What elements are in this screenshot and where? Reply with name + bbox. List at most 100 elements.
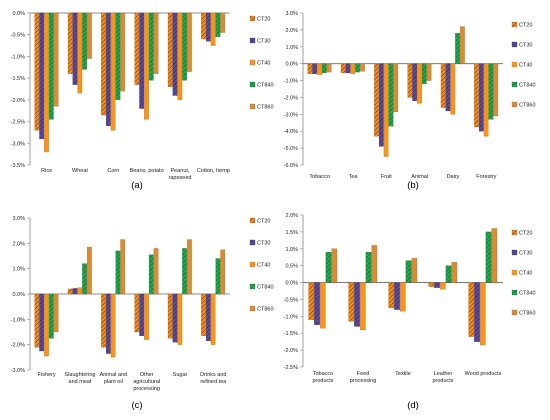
bar-ct30-5 xyxy=(172,12,178,96)
category-label: Animal and plant oil xyxy=(100,372,128,385)
legend-swatch-ct40 xyxy=(249,59,256,66)
bar-ct30-2 xyxy=(72,12,78,85)
panel-label: (d) xyxy=(407,400,419,411)
category-label: Animal xyxy=(411,174,428,180)
bar-ct40-1 xyxy=(317,63,322,75)
legend-swatch-ct860 xyxy=(249,305,256,312)
bar-ct860-1 xyxy=(53,293,59,333)
category-label: Dairy xyxy=(447,174,460,180)
bar-ct840-2 xyxy=(355,63,360,73)
bar-ct30-3 xyxy=(105,12,111,127)
bar-ct40-2 xyxy=(77,12,83,94)
bar-ct840-1 xyxy=(48,293,54,339)
bar-ct20-2 xyxy=(348,282,355,322)
bar-ct860-4 xyxy=(153,248,159,295)
y-tick-label: 1.0% xyxy=(285,247,298,253)
legend-label-ct20: CT20 xyxy=(257,219,270,225)
bar-ct30-4 xyxy=(139,293,145,336)
bar-ct40-1 xyxy=(44,293,49,357)
bar-ct40-3 xyxy=(399,282,406,312)
bar-ct840-3 xyxy=(405,260,412,283)
panel-label: (c) xyxy=(131,400,142,411)
bar-ct40-4 xyxy=(144,12,149,120)
legend-label-ct860: CT860 xyxy=(257,307,274,313)
category-label: Sugar xyxy=(173,372,188,378)
bar-ct30-1 xyxy=(314,282,320,325)
bar-ct30-2 xyxy=(354,282,360,327)
bar-ct860-2 xyxy=(360,63,365,72)
category-label: Peanut, rapeseed xyxy=(169,168,192,181)
bar-ct20-6 xyxy=(474,63,479,128)
bar-ct860-5 xyxy=(460,26,465,64)
bar-ct30-4 xyxy=(412,63,418,101)
legend-label-ct30: CT30 xyxy=(519,43,532,49)
bar-ct40-1 xyxy=(44,12,49,153)
y-tick-label: -1.5% xyxy=(284,331,298,337)
bar-ct860-5 xyxy=(187,12,192,72)
category-label: Textile xyxy=(395,371,411,377)
bar-ct860-2 xyxy=(371,245,378,283)
legend-label-ct860: CT860 xyxy=(257,105,274,111)
category-label: Feed processing xyxy=(350,371,377,384)
bar-ct40-2 xyxy=(350,63,356,74)
bar-ct40-6 xyxy=(210,12,216,46)
bar-ct30-5 xyxy=(172,293,178,343)
bar-ct840-1 xyxy=(48,12,54,120)
category-label: Leather products xyxy=(432,371,453,384)
legend-label-ct20: CT20 xyxy=(519,23,532,29)
bar-ct20-1 xyxy=(308,282,315,320)
y-tick-label: -0.5% xyxy=(284,297,298,303)
y-tick-label: 1.5% xyxy=(285,230,298,236)
bar-ct40-6 xyxy=(483,63,489,137)
bar-ct840-3 xyxy=(388,63,394,127)
bar-ct40-3 xyxy=(110,293,116,358)
legend-label-ct20: CT20 xyxy=(519,231,532,237)
bar-ct40-3 xyxy=(383,63,389,157)
chart-panel-3: 3.0% 2.0% 1.0% 0.0% -1.0% -2.0% -3.0% Fishery Sl… xyxy=(11,216,274,411)
bar-ct860-3 xyxy=(120,12,126,92)
legend-label-ct840: CT840 xyxy=(257,83,274,89)
bar-ct20-4 xyxy=(134,293,140,333)
y-tick-label: 1.0% xyxy=(12,267,25,273)
bar-ct40-2 xyxy=(359,282,366,330)
bar-ct40-4 xyxy=(439,282,446,290)
bar-ct860-1 xyxy=(331,248,338,283)
bar-ct840-2 xyxy=(82,12,87,70)
y-tick-label: 2.0% xyxy=(285,28,298,34)
legend-swatch-ct20 xyxy=(511,229,518,236)
legend-swatch-ct20 xyxy=(511,21,518,28)
y-tick-label: 3.0% xyxy=(12,216,25,222)
legend-label-ct840: CT840 xyxy=(519,291,536,297)
legend-swatch-ct860 xyxy=(511,309,518,316)
y-tick-label: -4.0% xyxy=(284,129,298,135)
bar-ct840-4 xyxy=(148,12,154,81)
y-tick-label: -3.0% xyxy=(11,368,25,374)
y-tick-label: -2.0% xyxy=(284,348,298,354)
bar-ct20-3 xyxy=(101,293,106,348)
bar-ct30-6 xyxy=(205,12,211,42)
legend-label-ct860: CT860 xyxy=(519,103,536,109)
legend-label-ct30: CT30 xyxy=(257,39,270,45)
legend-swatch-ct40 xyxy=(249,261,256,268)
category-label: Tobacco products xyxy=(312,371,333,384)
bar-ct40-3 xyxy=(110,12,116,131)
bar-ct860-3 xyxy=(411,258,418,283)
y-tick-label: -2.5% xyxy=(11,120,25,126)
bar-ct30-5 xyxy=(445,63,451,112)
y-tick-label: -1.0% xyxy=(11,317,25,323)
y-tick-label: 0.0% xyxy=(12,11,25,17)
legend-label-ct40: CT40 xyxy=(257,61,270,67)
bar-ct40-2 xyxy=(77,287,83,295)
y-tick-label: -2.0% xyxy=(284,95,298,101)
legend-label-ct30: CT30 xyxy=(257,241,270,247)
legend-label-ct840: CT840 xyxy=(519,83,536,89)
y-tick-label: 0.0% xyxy=(285,62,298,68)
legend-swatch-ct20 xyxy=(249,15,256,22)
bar-ct840-4 xyxy=(445,265,452,283)
legend-label-ct40: CT40 xyxy=(519,63,532,69)
y-tick-label: 0.5% xyxy=(285,264,298,270)
bar-ct30-1 xyxy=(39,12,45,140)
category-label: Tobacco xyxy=(309,174,330,180)
y-tick-label: -2.0% xyxy=(11,98,25,104)
